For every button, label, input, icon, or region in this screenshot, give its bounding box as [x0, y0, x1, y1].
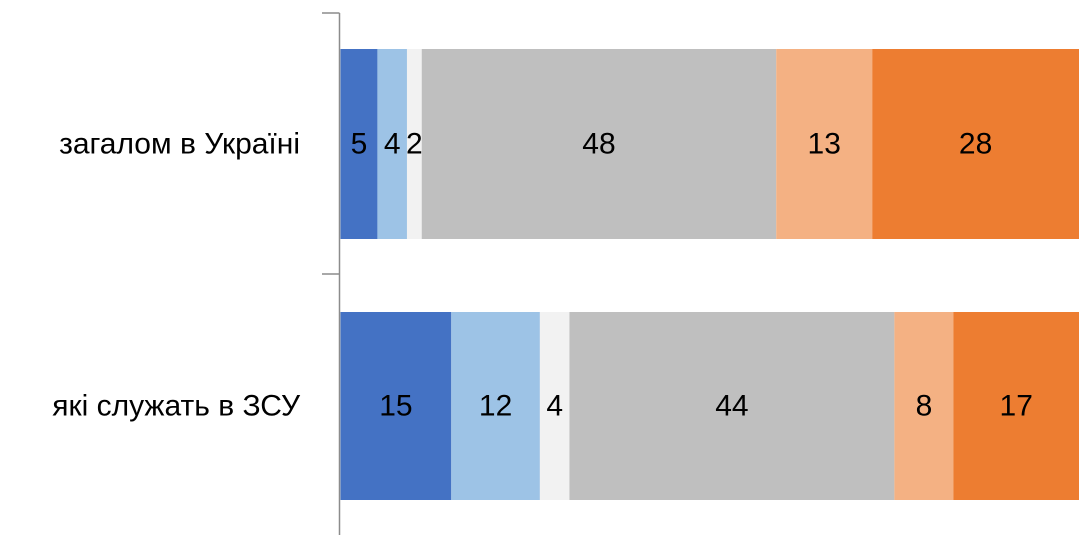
bar-segment	[451, 312, 540, 500]
bar-segment	[406, 49, 422, 239]
category-label: які служать в ЗСУ	[52, 390, 301, 423]
data-label: 17	[1000, 390, 1033, 423]
bar-segment	[569, 312, 895, 500]
data-label: 2	[406, 128, 423, 161]
data-label: 8	[916, 390, 933, 423]
bar-segment	[340, 312, 452, 500]
bar-segment	[539, 312, 570, 500]
bars-group	[340, 49, 1079, 500]
data-label: 4	[546, 390, 563, 423]
bar-segment	[872, 49, 1079, 239]
data-label: 4	[384, 128, 401, 161]
bar-segment	[776, 49, 873, 239]
data-label: 28	[959, 128, 992, 161]
data-label: 15	[379, 390, 412, 423]
bar-segment	[377, 49, 407, 239]
bar-segment	[421, 49, 777, 239]
bar-segment	[953, 312, 1079, 500]
data-label: 44	[715, 390, 748, 423]
data-label: 5	[351, 128, 368, 161]
bar-segment	[894, 312, 954, 500]
category-label: загалом в Україні	[59, 128, 300, 161]
data-label: 48	[582, 128, 615, 161]
bar-segment	[340, 49, 378, 239]
y-axis-group	[322, 12, 341, 535]
data-label: 12	[479, 390, 512, 423]
data-label: 13	[808, 128, 841, 161]
